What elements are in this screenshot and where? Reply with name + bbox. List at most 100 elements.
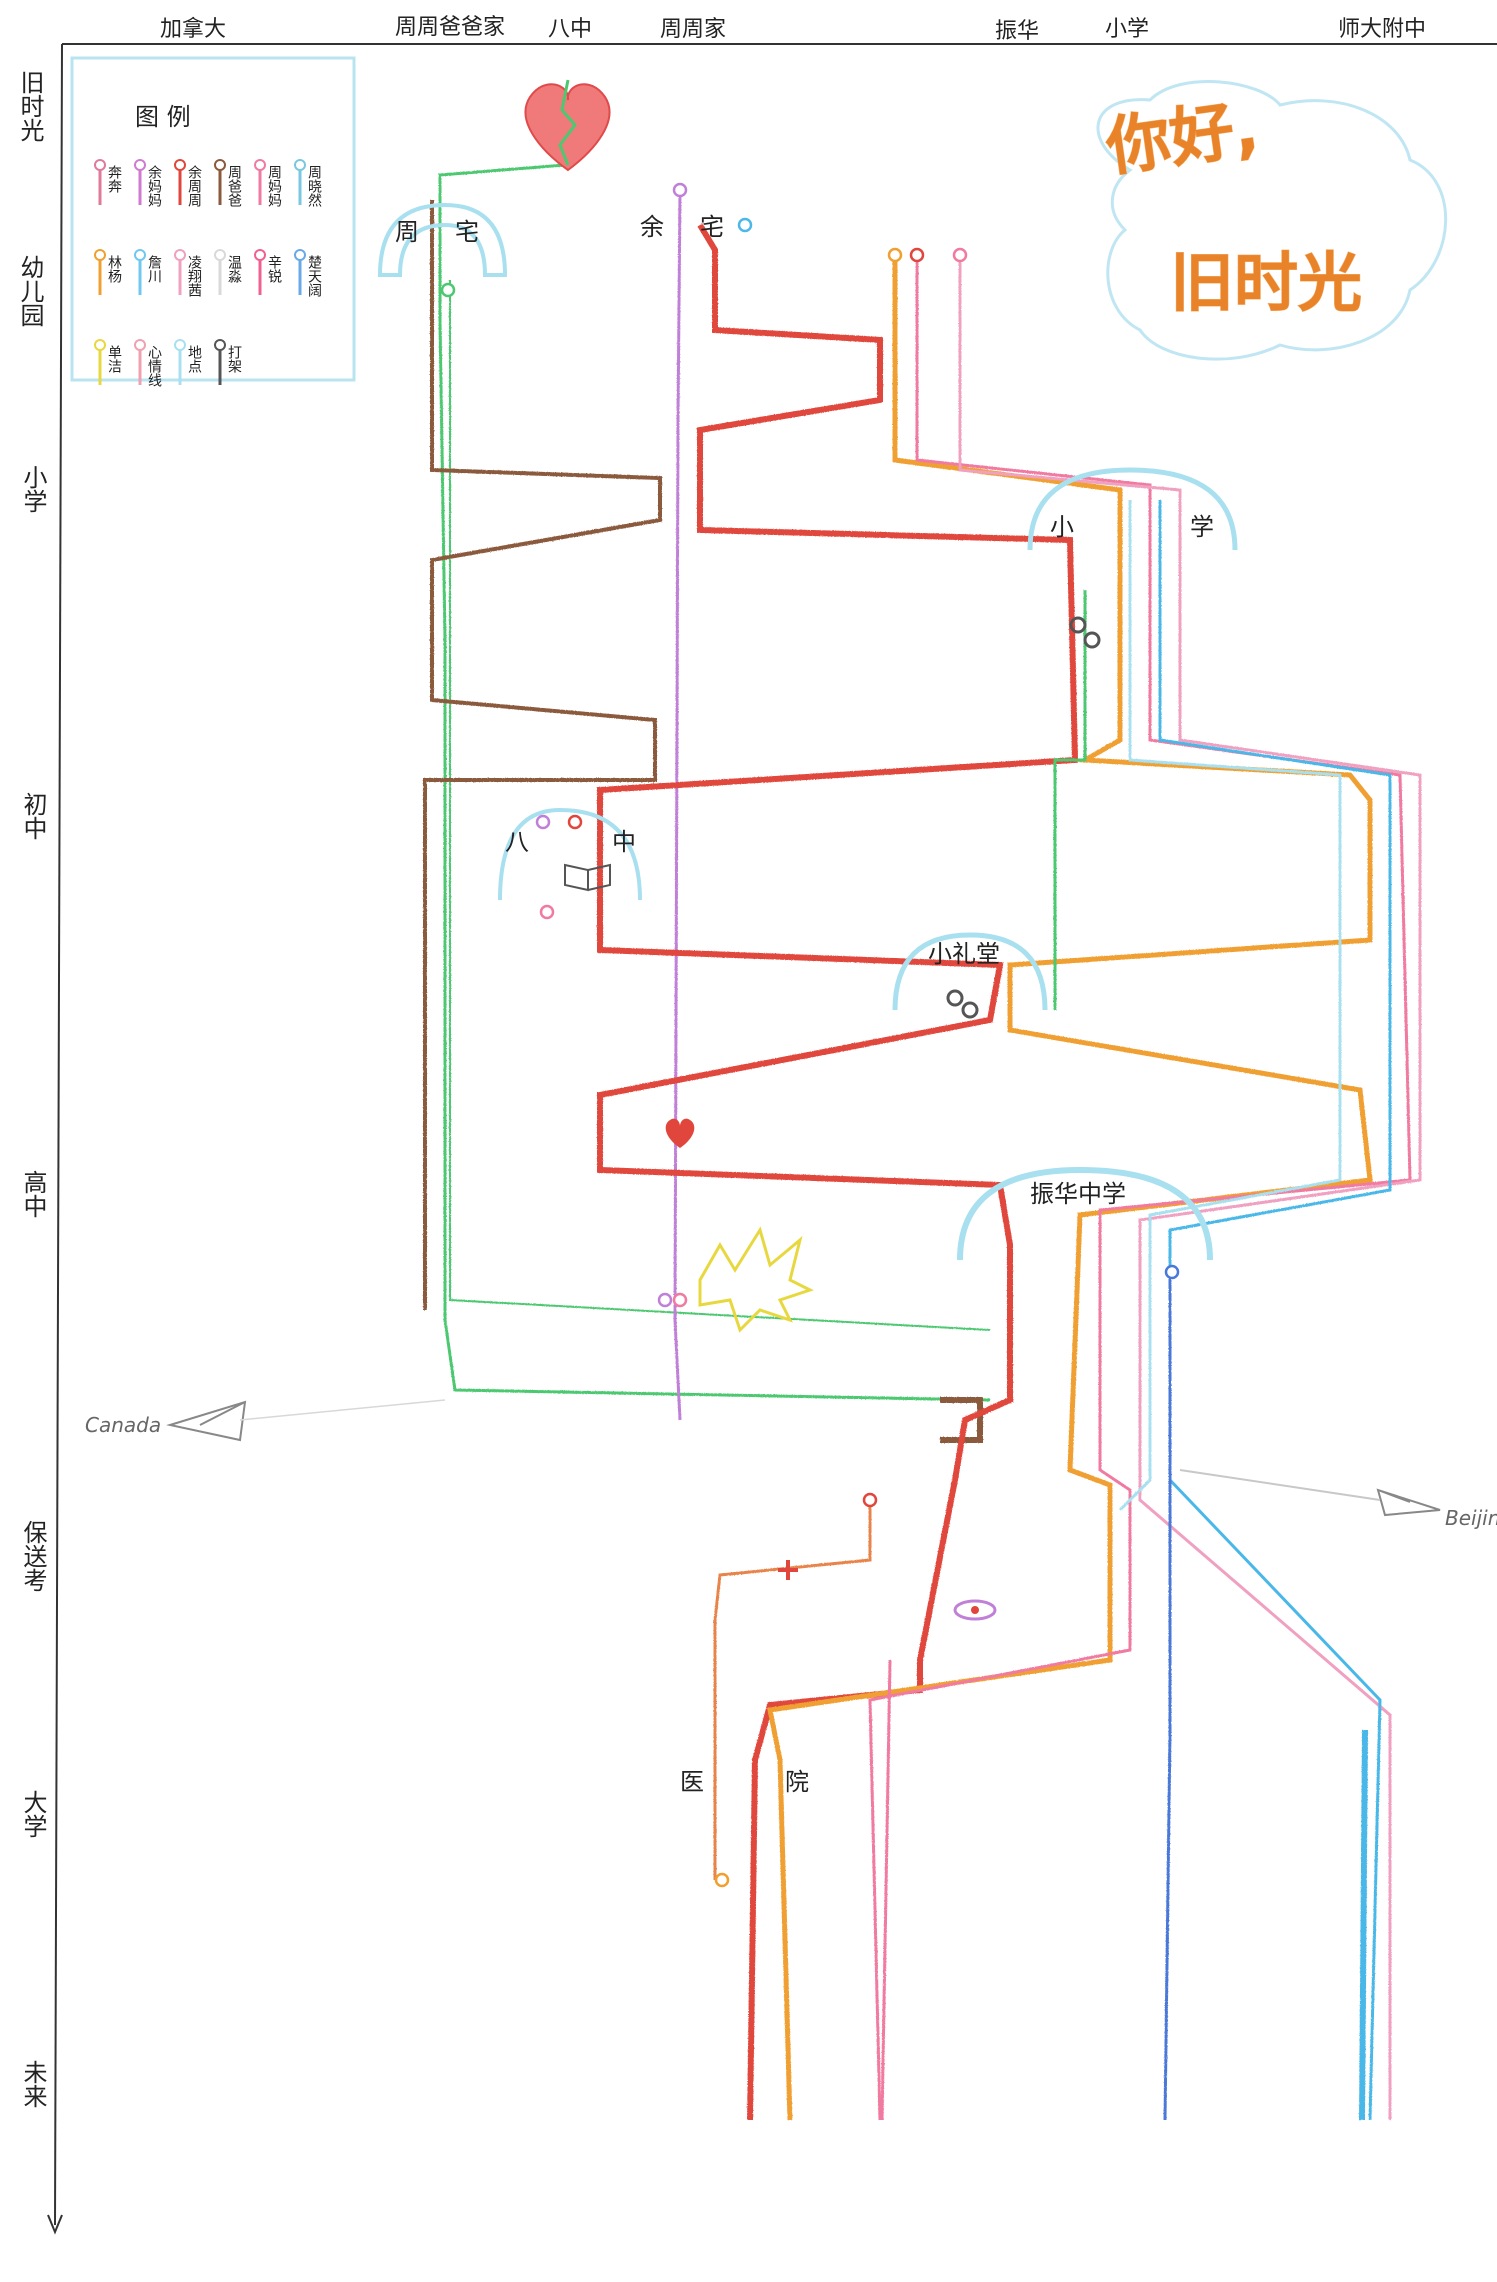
fight-icon [1069, 616, 1087, 634]
pin-marker-icon [952, 247, 968, 263]
legend-item: 周妈妈 [254, 159, 282, 207]
pin-marker-icon [539, 904, 555, 920]
route-skyblue [1158, 500, 1392, 2121]
side-label: 大学 [19, 1790, 47, 1838]
place-label: 小 [1050, 513, 1074, 541]
legend-swatch-icon [294, 159, 306, 171]
place-label: 宅 [700, 213, 724, 241]
fight-icons [946, 616, 1101, 1019]
legend-box [70, 56, 356, 382]
legend-swatch-icon [174, 249, 186, 261]
pin-marker-icon [672, 182, 688, 198]
fight-icon [961, 1001, 979, 1019]
legend-swatch-icon [94, 339, 106, 351]
place-label: 余 [640, 213, 664, 241]
side-label: 保送考 [19, 1520, 47, 1592]
legend-swatch-icon [254, 159, 266, 171]
legend-swatch-icon [94, 159, 106, 171]
heart-icon [524, 79, 611, 172]
pin-marker-icon [1164, 1264, 1180, 1280]
legend-swatch-icon [214, 339, 226, 351]
legend-item: 凌翔茜 [174, 249, 202, 297]
legend-label: 周妈妈 [266, 165, 282, 207]
fight-icon [946, 989, 964, 1007]
legend-item: 楚天阔 [294, 249, 322, 298]
small-heart-icon [665, 1118, 695, 1148]
broken-heart-icon [524, 83, 611, 172]
pin-marker-icon [714, 1872, 730, 1888]
legend-item: 地点 [174, 339, 202, 385]
route-red [597, 223, 1079, 2121]
place-arch-zhenhua [957, 1166, 1213, 1261]
legend-item: 林杨 [94, 249, 122, 295]
route-green-2 [449, 280, 991, 1331]
route-lightblue [1118, 500, 1342, 1512]
legend-title: 图 例 [135, 103, 191, 131]
spiky-sun-icon [698, 1226, 814, 1333]
top-label: 师大附中 [1338, 17, 1426, 42]
legend-label: 余周周 [186, 164, 202, 208]
legend-label: 奔奔 [106, 165, 122, 193]
paper-plane-right-icon [1376, 1488, 1441, 1517]
place-label: 小礼堂 [928, 940, 1000, 968]
legend-label: 温淼 [226, 255, 242, 283]
place-label: 学 [1190, 513, 1214, 541]
arrow-label-left: Canada [85, 1413, 161, 1437]
legend-label: 周爸爸 [226, 165, 242, 207]
side-label: 未来 [19, 2060, 47, 2108]
legend-swatch-icon [134, 159, 146, 171]
top-label: 八中 [548, 17, 592, 42]
legend-swatch-icon [214, 159, 226, 171]
eye-icon [953, 1599, 997, 1621]
pin-marker-icon [887, 247, 903, 263]
decor-icons [564, 863, 997, 1621]
place-label: 周 [395, 218, 419, 246]
legend-swatch-icon [214, 249, 226, 261]
cloud-outline [1096, 80, 1448, 361]
pin-marker-icon [862, 1492, 878, 1508]
side-label: 幼儿园 [16, 255, 44, 327]
legend-swatch-icon [134, 339, 146, 351]
legend-label: 余妈妈 [146, 164, 162, 207]
fight-icon [1083, 631, 1101, 649]
place-label: 医 [680, 1768, 704, 1796]
place-label: 院 [785, 1768, 809, 1796]
pin-marker-icon [567, 814, 583, 830]
legend-label: 林杨 [106, 255, 122, 284]
legend-item: 周晓然 [294, 159, 322, 207]
eye-pupil-icon [971, 1606, 979, 1614]
top-axis-labels: 加拿大 周周爸爸家 八中 周周家 振华 小学 师大附中 [160, 15, 1426, 44]
top-label: 周周爸爸家 [395, 15, 505, 40]
side-label: 旧时光 [16, 70, 44, 142]
route-hospital [713, 1500, 872, 1880]
down-arrow-icon [47, 2214, 63, 2235]
legend-label: 打架 [226, 344, 242, 373]
route-skyblue-bold [1359, 1729, 1368, 2121]
place-label: 八 [505, 828, 529, 856]
legend-item: 温淼 [214, 249, 242, 295]
top-label: 加拿大 [160, 16, 226, 42]
arrow-label-right: Beijing [1445, 1506, 1497, 1530]
axes [47, 43, 1497, 2235]
legend-label: 心情线 [146, 345, 162, 387]
heart-crack [558, 79, 577, 166]
legend-swatch-icon [294, 249, 306, 261]
side-label: 小学 [19, 465, 47, 513]
pin-marker-icon [672, 1292, 688, 1308]
place-label: 宅 [455, 218, 479, 246]
place-arch-school [1027, 467, 1238, 551]
route-blue [1163, 1270, 1172, 2121]
pin-markers [440, 182, 1180, 1888]
paper-plane-left-icon [166, 1400, 247, 1442]
place-label: 中 [612, 828, 636, 856]
legend-swatch-icon [94, 249, 106, 261]
pin-marker-icon [909, 247, 925, 263]
title-cloud: 你好, 旧时光 [1096, 80, 1448, 361]
legend-label: 凌翔茜 [186, 255, 202, 297]
legend-item: 余妈妈 [134, 159, 162, 207]
pin-marker-icon [535, 814, 551, 830]
route-green [438, 163, 991, 1402]
place-markers: 周 宅 余 宅 小 学 八 中 小礼堂 振华中学 医 院 [377, 202, 1238, 1796]
